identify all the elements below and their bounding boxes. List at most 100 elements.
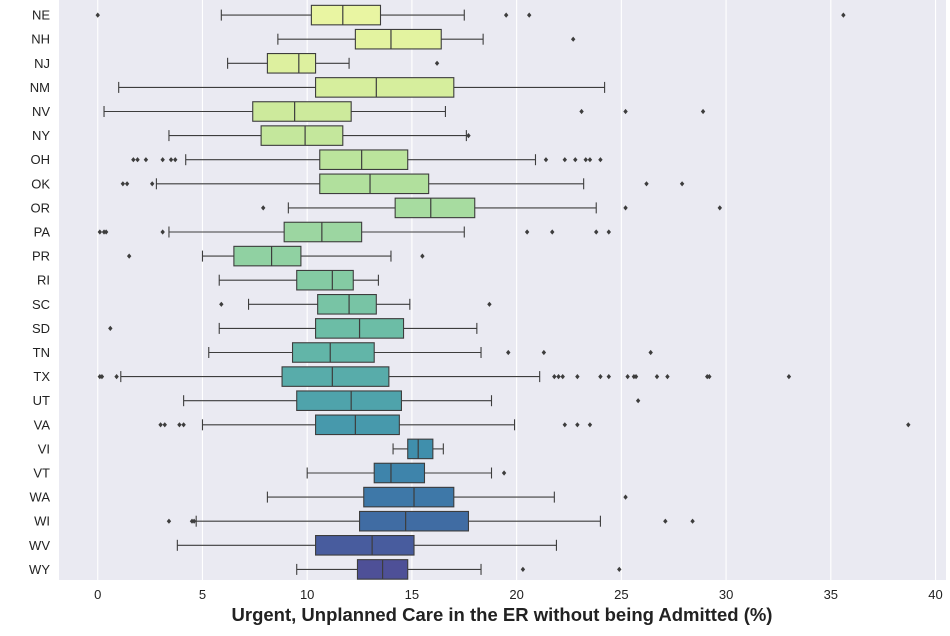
y-tick-label: NM <box>30 80 50 95</box>
iqr-box <box>310 4 382 26</box>
outlier-point <box>598 157 603 163</box>
y-tick-label: WA <box>30 490 51 505</box>
outlier-point <box>562 157 568 163</box>
y-tick-label: TN <box>33 345 50 360</box>
outlier-point <box>120 181 126 187</box>
outlier-point <box>906 422 911 428</box>
iqr-box <box>317 293 377 315</box>
y-tick-label: OH <box>31 152 51 167</box>
box-wy <box>296 559 622 580</box>
outlier-point <box>587 157 593 163</box>
plot-background <box>59 0 946 580</box>
outlier-point <box>162 422 167 428</box>
outlier-point <box>166 518 172 524</box>
outlier-point <box>158 422 163 428</box>
x-tick-label: 40 <box>928 587 942 602</box>
outlier-point <box>135 157 140 163</box>
iqr-box <box>354 28 442 50</box>
y-tick-label: VI <box>38 441 50 456</box>
y-tick-label: VT <box>33 466 50 481</box>
x-tick-label: 30 <box>719 587 733 602</box>
box-pr <box>126 245 425 267</box>
outlier-point <box>95 12 100 18</box>
y-tick-label: PR <box>32 249 50 264</box>
outlier-point <box>501 470 507 476</box>
outlier-point <box>690 518 695 524</box>
outlier-point <box>717 205 723 211</box>
box-nj <box>227 52 440 74</box>
outlier-point <box>556 374 561 380</box>
outlier-point <box>562 422 568 428</box>
outlier-point <box>648 349 653 356</box>
y-tick-label: WI <box>34 514 50 529</box>
iqr-box <box>319 173 430 195</box>
outlier-point <box>543 157 549 163</box>
outlier-point <box>560 374 565 380</box>
outlier-point <box>679 181 685 187</box>
iqr-box <box>260 125 344 146</box>
y-tick-label: OR <box>31 200 51 215</box>
outlier-point <box>575 374 580 380</box>
y-tick-label: OK <box>31 176 50 191</box>
box-nm <box>118 77 606 98</box>
iqr-box <box>373 462 426 484</box>
y-tick-label: VA <box>34 417 51 432</box>
iqr-box <box>315 77 455 98</box>
outlier-point <box>520 566 526 572</box>
box-oh <box>131 149 603 170</box>
box-or <box>260 197 723 219</box>
outlier-point <box>623 108 628 115</box>
outlier-point <box>181 422 186 428</box>
box-vi <box>392 438 444 460</box>
x-tick-labels: 0 5 10 15 20 25 30 35 40 <box>94 587 943 602</box>
y-tick-label: NE <box>32 8 50 23</box>
outlier-point <box>587 422 593 428</box>
outlier-point <box>126 253 132 259</box>
outlier-point <box>191 518 197 524</box>
box-ok <box>120 173 685 195</box>
outlier-point <box>552 374 557 380</box>
outlier-point <box>524 229 530 235</box>
iqr-box <box>394 197 476 219</box>
outlier-point <box>168 157 174 163</box>
outlier-point <box>503 12 509 18</box>
x-tick-label: 25 <box>614 587 628 602</box>
outlier-point <box>124 181 130 187</box>
outlier-point <box>700 108 706 115</box>
outlier-point <box>583 157 588 163</box>
y-tick-label: SD <box>32 321 50 336</box>
outlier-point <box>173 157 178 163</box>
box-va <box>158 414 911 436</box>
box-ny <box>168 125 471 146</box>
outlier-point <box>108 325 113 331</box>
outlier-point <box>633 374 639 380</box>
outlier-point <box>434 60 440 66</box>
x-tick-label: 0 <box>94 587 101 602</box>
iqr-box <box>281 366 390 387</box>
outlier-point <box>786 374 792 380</box>
outlier-point <box>841 12 846 18</box>
outlier-point <box>644 181 649 187</box>
outlier-point <box>177 422 182 428</box>
y-tick-label: NH <box>31 32 50 47</box>
iqr-box <box>266 52 317 74</box>
outlier-point <box>579 108 584 115</box>
outlier-point <box>99 374 105 380</box>
outlier-point <box>623 494 628 500</box>
outlier-point <box>623 205 628 211</box>
outlier-point <box>625 374 630 380</box>
outlier-point <box>606 229 612 235</box>
outlier-point <box>663 518 668 524</box>
outlier-point <box>149 181 155 187</box>
outlier-point <box>617 566 622 572</box>
outlier-point <box>573 157 578 163</box>
box-tx <box>97 366 792 387</box>
iqr-box <box>363 486 455 508</box>
x-tick-label: 15 <box>405 587 419 602</box>
box-wi <box>166 510 695 532</box>
iqr-box <box>283 221 363 243</box>
y-tick-label: RI <box>37 273 50 288</box>
outlier-point <box>466 133 471 139</box>
outlier-point <box>420 253 425 259</box>
